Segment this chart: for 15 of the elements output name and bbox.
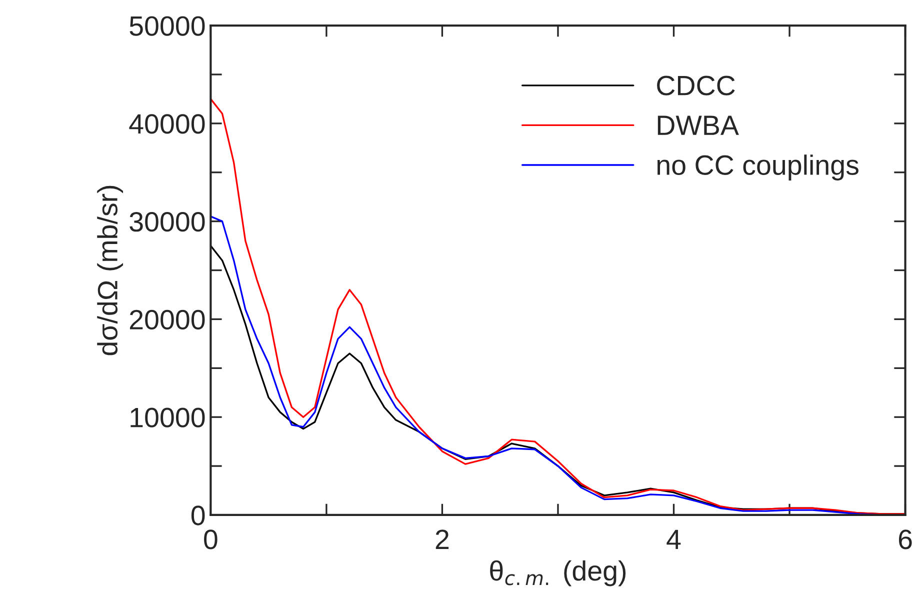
x-axis-title: θ$_{c.m.}$ (deg) bbox=[490, 560, 626, 586]
y-tick-label: 10000 bbox=[130, 408, 205, 428]
legend-label: DWBA bbox=[658, 116, 739, 135]
x-tick-label: 6 bbox=[898, 530, 912, 550]
legend-label: no CC couplings bbox=[657, 154, 858, 180]
y-axis-title: dσ/dΩ (mb/sr) bbox=[97, 186, 124, 356]
y-tick-label: 30000 bbox=[130, 212, 205, 232]
x-tick-label: 4 bbox=[666, 530, 681, 549]
y-tick-label: 20000 bbox=[130, 310, 205, 330]
x-tick-label: 2 bbox=[436, 530, 449, 549]
x-tick-label: 0 bbox=[204, 530, 218, 550]
y-tick-label: 50000 bbox=[130, 16, 205, 36]
legend-label: CDCC bbox=[657, 76, 735, 96]
y-tick-label: 40000 bbox=[129, 114, 205, 134]
y-tick-label: 0 bbox=[191, 506, 205, 526]
